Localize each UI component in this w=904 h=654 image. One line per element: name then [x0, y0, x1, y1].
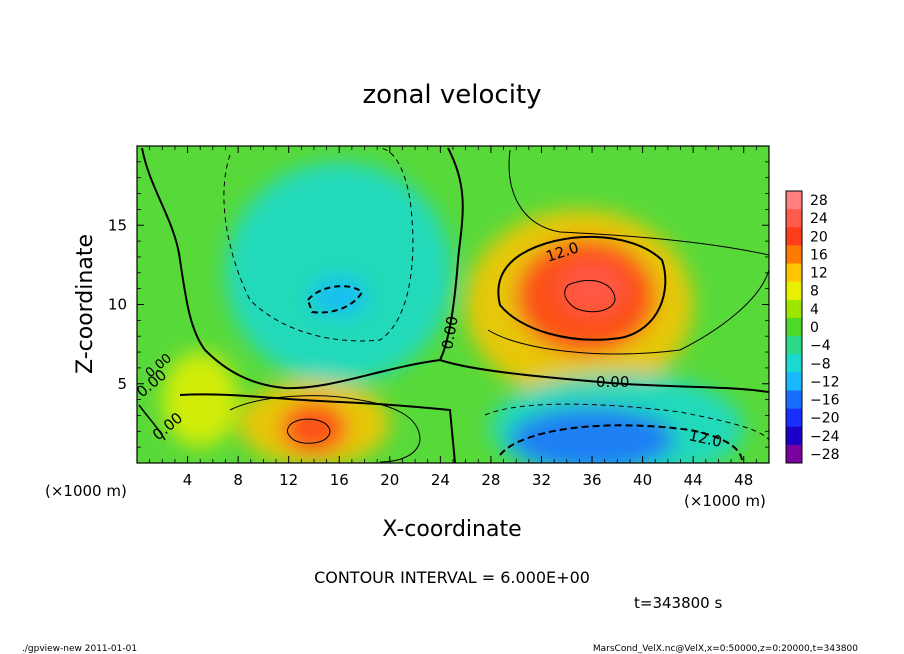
x-tick-label: 20: [380, 471, 399, 489]
colorbar-swatch: [786, 408, 802, 428]
x-axis-label: X-coordinate: [382, 517, 521, 542]
colorbar-label: −8: [810, 356, 831, 372]
x-tick-label: 40: [633, 471, 652, 489]
colorbar-label: 4: [810, 302, 819, 318]
x-tick-label: 48: [734, 471, 753, 489]
colorbar-swatch: [786, 191, 802, 210]
colorbar-swatch: [786, 444, 802, 464]
plot-area: 12.0 0.00 0.00 0.00 0.00 0.00 12.0: [137, 146, 769, 463]
y-axis-label: Z-coordinate: [73, 234, 98, 374]
x-axis-ticks: 4 8 12 16 20 24 28 32 36 40 44 48: [149, 146, 757, 489]
colorbar-swatch: [786, 390, 802, 410]
x-tick-label: 36: [582, 471, 601, 489]
colorbar-swatch: [786, 336, 802, 355]
colorbar-label: −12: [810, 374, 840, 390]
y-tick-label: 5: [117, 375, 127, 393]
colorbar-swatch: [786, 426, 802, 446]
colorbar-swatch: [786, 299, 802, 319]
colorbar-label: −4: [810, 338, 831, 354]
colorbar-label: 8: [810, 284, 819, 300]
x-tick-label: 32: [532, 471, 551, 489]
colorbar-label: 28: [810, 193, 828, 209]
colorbar-label: 16: [810, 247, 828, 263]
colorbar: 28 24 20 16 12 8 4 0 −4 −8 −12 −16 −20 −24 −28: [785, 190, 840, 464]
x-tick-label: 4: [183, 471, 193, 489]
contour-lines: [138, 147, 769, 463]
y-tick-label: 10: [108, 296, 127, 314]
colorbar-swatch: [786, 245, 802, 265]
footer-right: MarsCond_VelX.nc@VelX,x=0:50000,z=0:2000…: [593, 644, 858, 654]
x-unit-label: (×1000 m): [684, 492, 766, 510]
x-tick-label: 8: [233, 471, 243, 489]
colorbar-swatch: [786, 372, 802, 391]
x-tick-label: 44: [684, 471, 703, 489]
colorbar-label: 24: [810, 211, 828, 227]
field-blob: [281, 402, 347, 454]
colorbar-swatch: [786, 263, 802, 283]
colorbar-swatch: [786, 209, 802, 228]
x-tick-label: 28: [481, 471, 500, 489]
colorbar-label: −28: [810, 447, 840, 463]
chart-title: zonal velocity: [362, 80, 541, 110]
contour-label: 0.00: [438, 315, 462, 351]
colorbar-label: 12: [810, 266, 828, 282]
colorbar-swatch: [786, 281, 802, 301]
y-unit-label: (×1000 m): [45, 482, 127, 500]
contour-label: 0.00: [596, 373, 629, 391]
field-blob: [509, 407, 675, 463]
field-blob: [225, 161, 453, 384]
colorbar-swatch: [786, 227, 802, 246]
y-axis-ticks: 5 10 15: [108, 161, 769, 448]
colorbar-label: 20: [810, 229, 828, 245]
colorbar-label: −20: [810, 411, 840, 427]
x-tick-label: 24: [431, 471, 450, 489]
color-field: [162, 161, 744, 463]
colorbar-label: −16: [810, 393, 840, 409]
colorbar-label: 0: [810, 320, 819, 336]
field-blob: [559, 263, 625, 315]
footer-left: ./gpview-new 2011-01-01: [22, 644, 137, 654]
colorbar-swatch: [786, 317, 802, 337]
colorbar-frame: [785, 190, 803, 464]
colorbar-swatch: [786, 354, 802, 373]
x-tick-label: 16: [330, 471, 349, 489]
y-tick-label: 15: [108, 216, 127, 234]
time-text: t=343800 s: [634, 594, 722, 612]
field-blob: [162, 352, 239, 448]
x-tick-label: 12: [279, 471, 298, 489]
field-blob: [311, 277, 368, 316]
colorbar-label: −24: [810, 429, 840, 445]
contour-interval-text: CONTOUR INTERVAL = 6.000E+00: [314, 568, 590, 587]
